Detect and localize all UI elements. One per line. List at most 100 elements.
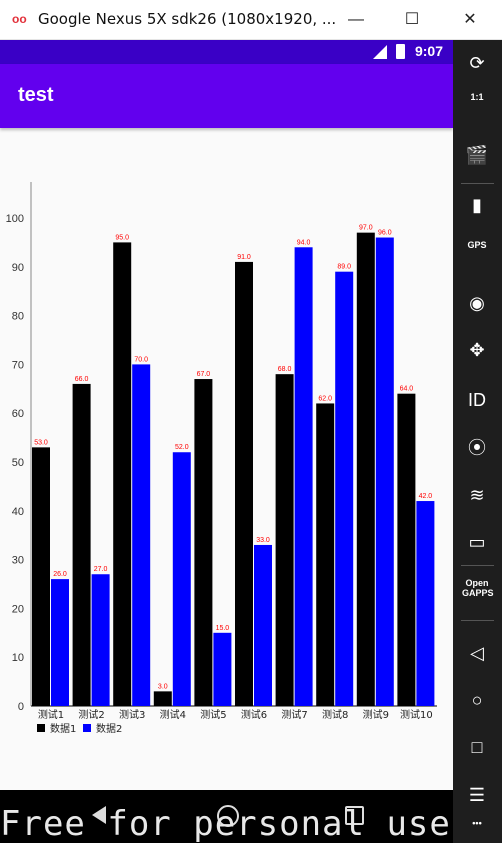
bar-value-label: 3.0 (158, 683, 168, 690)
clapper-icon[interactable]: 🎬 (465, 145, 489, 165)
bar-chart-svg: 0 10 20 30 40 50 60 70 80 90 100 53.0 26.0 测试1 66.0 27.… (6, 182, 437, 735)
rotate-icon[interactable]: ⟳ (469, 53, 485, 73)
y-tick-label: 20 (12, 603, 24, 615)
home-icon[interactable]: ○ (471, 690, 483, 710)
bar-series2 (51, 579, 69, 706)
y-tick-label: 90 (12, 262, 24, 274)
nav-recents-icon[interactable] (345, 806, 364, 825)
app-bar: test (0, 64, 453, 128)
window-title: Google Nexus 5X sdk26 (1080x1920, ... (38, 10, 337, 28)
bar-value-label: 66.0 (75, 376, 89, 383)
legend-swatch-series1 (37, 724, 45, 732)
app-title: test (18, 84, 54, 106)
bar-series1 (113, 242, 132, 706)
y-tick-label: 80 (12, 311, 24, 323)
bar-series1 (235, 261, 253, 706)
x-tick-label: 测试3 (119, 708, 145, 721)
emulator-logo-icon: oo (12, 12, 27, 26)
status-time: 9:07 (414, 43, 443, 59)
window-title-bar: oo Google Nexus 5X sdk26 (1080x1920, ...… (0, 0, 502, 40)
bar-series2 (254, 544, 272, 706)
toolbar-divider (461, 183, 494, 184)
bar-series1 (397, 393, 416, 706)
bar-chart[interactable]: 0 10 20 30 40 50 60 70 80 90 100 53.0 26.0 测试1 66.0 27.… (0, 130, 453, 790)
dpad-icon[interactable]: ✥ (469, 340, 485, 360)
emulator-toolbar: ⟳ 1:1 🎬 ▮ GPS ◉ ✥ ID ⦿ ≋ ▭ Open GAPPS ◁ ○ □ ☰ ••• (453, 40, 502, 843)
bar-series2 (213, 632, 232, 706)
bar-value-label: 68.0 (278, 366, 292, 373)
id-icon[interactable]: ID (468, 390, 486, 410)
bar-value-label: 62.0 (318, 395, 332, 402)
nav-home-icon[interactable] (217, 805, 239, 827)
bar-series2 (132, 364, 151, 706)
minimize-button[interactable]: — (348, 11, 364, 28)
battery-status-icon (396, 44, 405, 59)
y-tick-label: 40 (12, 506, 24, 518)
message-icon[interactable]: ▭ (468, 532, 486, 552)
x-tick-label: 测试4 (160, 708, 186, 721)
close-button[interactable]: ✕ (463, 11, 477, 28)
bar-series2 (91, 574, 110, 706)
bar-value-label: 96.0 (378, 230, 392, 237)
one-to-one-icon[interactable]: 1:1 (470, 92, 484, 102)
x-tick-label: 测试1 (38, 708, 64, 721)
bar-value-label: 52.0 (175, 444, 189, 451)
bar-series1 (153, 691, 172, 706)
y-tick-label: 50 (12, 457, 24, 469)
y-tick-label: 10 (12, 652, 24, 664)
x-tick-label: 测试5 (200, 708, 226, 721)
bar-value-label: 95.0 (115, 234, 129, 241)
y-tick-label: 0 (18, 701, 24, 713)
bar-series1 (356, 232, 375, 706)
toolbar-divider (461, 565, 494, 566)
battery-icon[interactable]: ▮ (472, 195, 482, 215)
bar-series1 (316, 403, 335, 706)
media-icon[interactable]: ⦿ (468, 438, 486, 458)
y-tick-label: 60 (12, 408, 24, 420)
signal-icon (373, 45, 387, 59)
bar-series1 (32, 447, 50, 706)
y-tick-label: 30 (12, 555, 24, 567)
x-tick-label: 测试10 (400, 708, 433, 721)
bar-value-label: 33.0 (256, 537, 270, 544)
watermark-text: Free for personal use (0, 805, 451, 843)
status-bar: 9:07 (0, 40, 453, 64)
x-tick-label: 测试7 (281, 708, 307, 721)
bar-value-label: 26.0 (53, 571, 67, 578)
bar-value-label: 97.0 (359, 225, 373, 232)
bar-series2 (172, 452, 191, 706)
bar-value-label: 94.0 (297, 239, 311, 246)
more-icon[interactable]: ••• (472, 818, 482, 828)
android-nav-bar (0, 790, 453, 843)
opengapps-icon[interactable]: Open GAPPS (462, 578, 494, 598)
bar-series2 (416, 501, 435, 706)
rss-icon[interactable]: ≋ (469, 485, 485, 505)
maximize-button[interactable]: ☐ (404, 11, 420, 28)
bar-value-label: 89.0 (337, 264, 351, 271)
bar-value-label: 15.0 (216, 625, 230, 632)
camera-icon[interactable]: ◉ (469, 293, 485, 313)
bar-series1 (194, 379, 213, 706)
bar-value-label: 53.0 (34, 439, 48, 446)
x-tick-label: 测试2 (78, 708, 104, 721)
legend-label-series1: 数据1 (50, 722, 76, 735)
nav-back-icon[interactable] (92, 806, 106, 824)
bar-value-label: 67.0 (197, 371, 211, 378)
bar-series2 (375, 237, 394, 706)
bar-value-label: 91.0 (237, 254, 251, 261)
x-tick-label: 测试6 (241, 708, 267, 721)
bar-value-label: 64.0 (400, 386, 414, 393)
menu-icon[interactable]: ☰ (468, 785, 486, 805)
x-tick-label: 测试9 (363, 708, 389, 721)
bar-value-label: 42.0 (419, 493, 433, 500)
phone-screen: 9:07 test 0 10 20 30 40 50 60 70 80 90 100 53.0 26.0… (0, 40, 453, 843)
legend-swatch-series2 (83, 724, 91, 732)
overview-icon[interactable]: □ (471, 737, 483, 757)
bar-series2 (294, 247, 313, 706)
back-icon[interactable]: ◁ (470, 643, 484, 663)
bar-series1 (72, 383, 91, 706)
toolbar-divider (461, 620, 494, 621)
gps-icon[interactable]: GPS (467, 240, 487, 250)
bar-series1 (275, 374, 294, 706)
bar-value-label: 27.0 (94, 566, 108, 573)
